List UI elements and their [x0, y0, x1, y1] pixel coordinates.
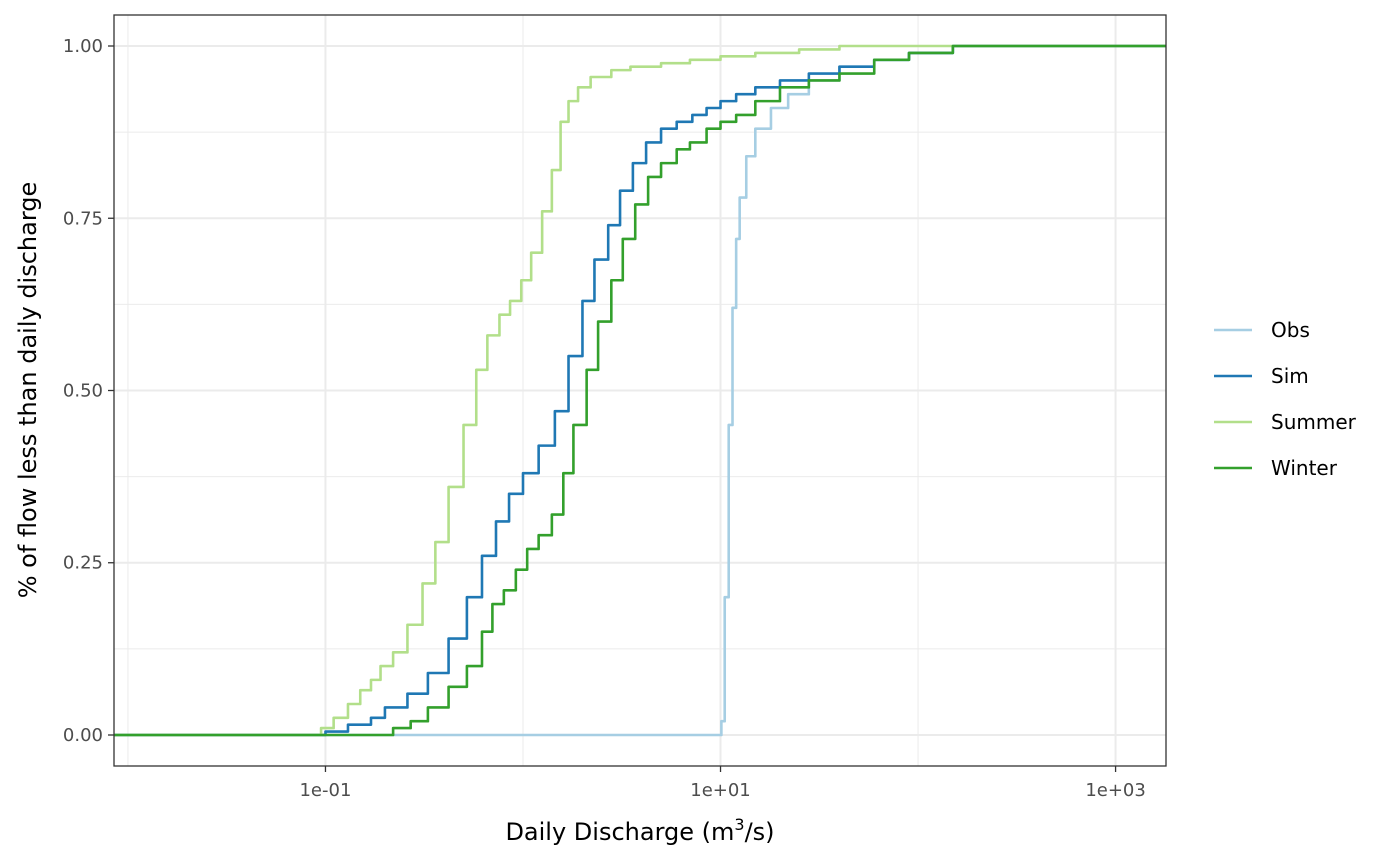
x-axis-title-end: /s)	[745, 818, 775, 846]
y-tick-label: 0.50	[63, 381, 103, 402]
series-line-sim	[114, 44, 1166, 737]
series-lines	[114, 44, 1166, 737]
legend-label-winter: Winter	[1271, 456, 1338, 480]
series-line-winter	[114, 44, 1166, 737]
legend-label-summer: Summer	[1271, 410, 1357, 434]
x-axis: 1e-01 1e+01 1e+03	[299, 766, 1146, 801]
y-tick-label: 0.75	[63, 208, 103, 229]
x-tick-label: 1e+01	[690, 780, 751, 801]
x-axis-title: Daily Discharge (m3/s)	[505, 815, 774, 846]
x-axis-title-superscript: 3	[734, 815, 744, 834]
y-axis: 0.00 0.25 0.50 0.75 1.00	[63, 36, 114, 746]
legend-label-sim: Sim	[1271, 364, 1309, 388]
x-axis-title-main: Daily Discharge (m	[505, 818, 734, 846]
x-tick-label: 1e+03	[1085, 780, 1146, 801]
legend: Obs Sim Summer Winter	[1214, 318, 1357, 480]
y-tick-label: 1.00	[63, 36, 103, 57]
y-tick-label: 0.00	[63, 725, 103, 746]
y-tick-label: 0.25	[63, 553, 103, 574]
y-axis-title: % of flow less than daily discharge	[14, 182, 42, 599]
x-tick-label: 1e-01	[299, 780, 351, 801]
series-line-summer	[114, 44, 1166, 737]
legend-label-obs: Obs	[1271, 318, 1310, 342]
